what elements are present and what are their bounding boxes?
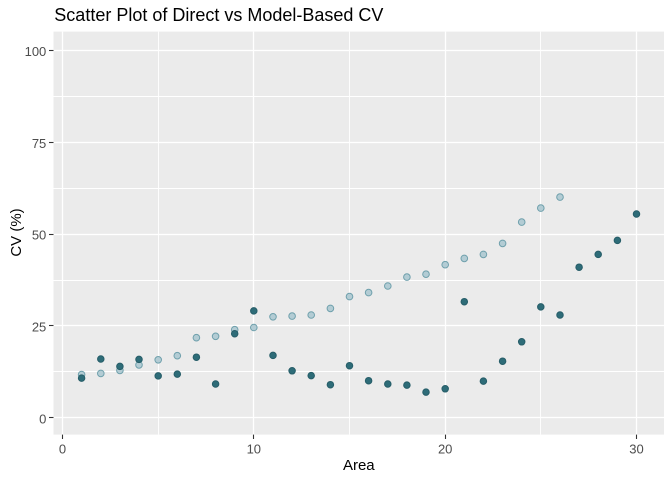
svg-text:Scatter Plot of Direct vs Mode: Scatter Plot of Direct vs Model-Based CV — [54, 5, 383, 25]
svg-text:0: 0 — [59, 441, 66, 456]
svg-text:CV (%): CV (%) — [8, 208, 25, 256]
svg-text:0: 0 — [39, 411, 46, 426]
svg-text:20: 20 — [438, 441, 452, 456]
svg-text:25: 25 — [32, 320, 46, 335]
svg-text:30: 30 — [629, 441, 643, 456]
svg-text:10: 10 — [247, 441, 261, 456]
svg-text:75: 75 — [32, 136, 46, 151]
svg-text:50: 50 — [32, 228, 46, 243]
svg-text:Area: Area — [343, 457, 375, 474]
svg-text:100: 100 — [25, 44, 47, 59]
